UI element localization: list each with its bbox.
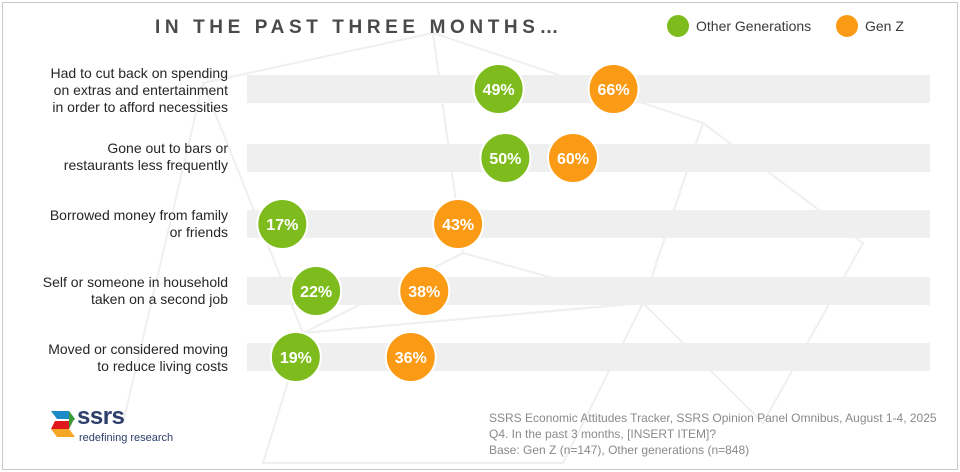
- data-label: 36%: [395, 350, 427, 367]
- data-label: 17%: [266, 217, 298, 234]
- logo-wordmark: ssrs: [77, 403, 125, 430]
- dot-other-generations: [269, 331, 322, 383]
- category-label-line: in order to afford necessities: [52, 99, 228, 115]
- category-label-1: Gone out to bars or restaurants less fre…: [64, 140, 228, 174]
- legend-label-other: Other Generations: [696, 18, 812, 34]
- dot-gen-z: [398, 265, 451, 317]
- chart-title: IN THE PAST THREE MONTHS…: [155, 17, 564, 38]
- dot-gen-z: [384, 331, 437, 383]
- dot-other-generations: [290, 265, 343, 317]
- legend-swatch-genz: [836, 15, 858, 37]
- row-band: [247, 210, 930, 238]
- category-label-line: on extras and entertainment: [53, 82, 228, 98]
- legend-swatch-other: [667, 15, 689, 37]
- category-label-line: or friends: [169, 224, 228, 240]
- category-label-line: Moved or considered moving: [48, 341, 228, 357]
- source-line-2: Q4. In the past 3 months, [INSERT ITEM]?: [489, 427, 716, 441]
- data-label: 43%: [442, 217, 474, 234]
- legend-label-genz: Gen Z: [865, 18, 904, 34]
- category-label-0: Had to cut back on spending on extras an…: [51, 65, 228, 116]
- data-label: 19%: [280, 350, 312, 367]
- dot-gen-z: [587, 63, 640, 115]
- dot-other-generations: [472, 63, 525, 115]
- row-band: [247, 277, 930, 305]
- legend-item-gen-z: Gen Z: [836, 15, 904, 37]
- category-label-line: restaurants less frequently: [63, 157, 228, 173]
- category-label-line: to reduce living costs: [97, 358, 228, 374]
- category-label-line: Self or someone in household: [42, 274, 228, 290]
- logo-tagline: redefining research: [79, 432, 174, 444]
- data-label: 60%: [557, 151, 589, 168]
- data-label: 49%: [483, 82, 515, 99]
- legend-item-other-generations: Other Generations: [667, 15, 811, 37]
- category-label-line: Gone out to bars or: [107, 140, 228, 156]
- source-note: SSRS Economic Attitudes Tracker, SSRS Op…: [489, 410, 937, 458]
- data-label: 66%: [598, 82, 630, 99]
- dot-other-generations: [479, 132, 532, 184]
- source-line-1: SSRS Economic Attitudes Tracker, SSRS Op…: [489, 411, 937, 425]
- data-label: 22%: [300, 284, 332, 301]
- row-band: [247, 343, 930, 371]
- dot-gen-z: [432, 198, 485, 250]
- category-label-line: Had to cut back on spending: [50, 65, 228, 81]
- category-label-line: Borrowed money from family: [49, 207, 228, 223]
- dot-other-generations: [256, 198, 309, 250]
- data-label: 50%: [489, 151, 521, 168]
- category-label-line: taken on a second job: [91, 291, 228, 307]
- source-line-3: Base: Gen Z (n=147), Other generations (…: [489, 443, 750, 457]
- category-label-2: Borrowed money from family or friends: [50, 207, 228, 241]
- dot-plot: 49% 50% 17% 22% 19% 66% 60% 43% 38% 36%: [247, 63, 930, 383]
- category-label-3: Self or someone in household taken on a …: [43, 274, 228, 308]
- dot-gen-z: [547, 132, 599, 184]
- ssrs-logo-mark-icon: [51, 411, 75, 437]
- category-label-4: Moved or considered moving to reduce liv…: [48, 341, 228, 375]
- data-label: 38%: [408, 284, 440, 301]
